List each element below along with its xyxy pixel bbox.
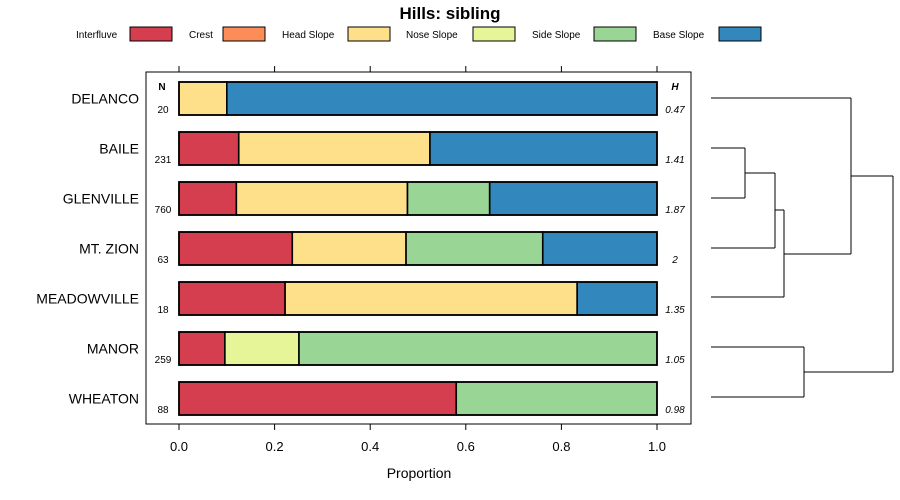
bar-segment-side-slope bbox=[298, 331, 658, 366]
row-label: GLENVILLE bbox=[63, 191, 139, 207]
bar-segment-head-slope bbox=[291, 231, 407, 266]
x-tick-label: 0.8 bbox=[552, 439, 570, 454]
row-label: DELANCO bbox=[71, 91, 139, 107]
bar-segment-base-slope bbox=[429, 131, 658, 166]
row-label: WHEATON bbox=[69, 391, 139, 407]
legend: Interfluve Crest Head Slope Nose Slope Side … bbox=[76, 26, 762, 42]
row-label: MT. ZION bbox=[79, 241, 139, 257]
legend-label-base-slope: Base Slope bbox=[653, 30, 705, 41]
plot-frame bbox=[145, 71, 692, 425]
bar-row-meadowville: MEADOWVILLE 18 1.35 bbox=[36, 281, 685, 316]
n-header: N bbox=[158, 82, 165, 93]
x-tick-label: 0.4 bbox=[361, 439, 379, 454]
bar-outline bbox=[178, 81, 658, 116]
bar-segment-head-slope bbox=[235, 181, 409, 216]
legend-swatch-crest bbox=[222, 26, 266, 42]
h-value: 1.35 bbox=[665, 305, 685, 316]
bar-rows: DELANCO 20 0.47 BAILE 231 1.41 GLENVILLE 760 1.8… bbox=[36, 81, 685, 416]
n-value: 231 bbox=[155, 155, 172, 166]
bar-segment-base-slope bbox=[226, 81, 658, 116]
bar-outline bbox=[178, 131, 658, 166]
x-tick-label: 1.0 bbox=[648, 439, 666, 454]
legend-swatch-nose-slope bbox=[472, 26, 516, 42]
bar-segment-head-slope bbox=[237, 131, 431, 166]
bar-row-wheaton: WHEATON 88 0.98 bbox=[69, 381, 685, 416]
bar-segment-side-slope bbox=[405, 231, 544, 266]
bar-segment-base-slope bbox=[541, 231, 658, 266]
bar-segment-base-slope bbox=[576, 281, 658, 316]
n-value: 20 bbox=[157, 105, 169, 116]
bar-segment-head-slope bbox=[284, 281, 578, 316]
n-value: 259 bbox=[155, 355, 172, 366]
bar-segment-base-slope bbox=[488, 181, 658, 216]
bar-outline bbox=[178, 281, 658, 316]
x-axis-label: Proportion bbox=[387, 465, 452, 481]
bar-segment-interfluve bbox=[178, 381, 458, 416]
h-value: 2 bbox=[671, 255, 678, 266]
h-value: 1.05 bbox=[665, 355, 685, 366]
bar-outline bbox=[178, 181, 658, 216]
bar-row-mt-zion: MT. ZION 63 2 bbox=[79, 231, 678, 266]
legend-swatch-side-slope bbox=[593, 26, 637, 42]
bar-segment-interfluve bbox=[178, 281, 286, 316]
bar-segment-side-slope bbox=[455, 381, 658, 416]
n-value: 63 bbox=[157, 255, 169, 266]
bar-outline bbox=[178, 331, 658, 366]
x-tick-label: 0.2 bbox=[266, 439, 284, 454]
bar-segment-interfluve bbox=[178, 131, 240, 166]
bar-outline bbox=[178, 231, 658, 266]
legend-swatch-interfluve bbox=[129, 26, 173, 42]
bar-segment-head-slope bbox=[178, 81, 228, 116]
n-value: 760 bbox=[155, 205, 172, 216]
n-value: 88 bbox=[157, 405, 169, 416]
legend-label-crest: Crest bbox=[189, 30, 213, 41]
bar-segment-nose-slope bbox=[224, 331, 300, 366]
row-label: MANOR bbox=[87, 341, 139, 357]
bar-row-manor: MANOR 259 1.05 bbox=[87, 331, 685, 366]
bar-row-delanco: DELANCO 20 0.47 bbox=[71, 81, 685, 116]
h-value: 1.41 bbox=[665, 155, 684, 166]
legend-label-side-slope: Side Slope bbox=[532, 30, 581, 41]
bar-outline bbox=[178, 381, 658, 416]
bar-segment-interfluve bbox=[178, 181, 238, 216]
bar-segment-interfluve bbox=[178, 331, 226, 366]
h-value: 0.47 bbox=[665, 105, 685, 116]
bar-segment-interfluve bbox=[178, 231, 294, 266]
x-tick-label: 0.0 bbox=[170, 439, 188, 454]
legend-swatch-head-slope bbox=[347, 26, 391, 42]
bar-row-glenville: GLENVILLE 760 1.87 bbox=[63, 181, 685, 216]
legend-label-nose-slope: Nose Slope bbox=[406, 30, 458, 41]
n-value: 18 bbox=[157, 305, 169, 316]
h-value: 1.87 bbox=[665, 205, 685, 216]
bar-segment-side-slope bbox=[406, 181, 491, 216]
chart-title: Hills: sibling bbox=[399, 4, 500, 23]
legend-label-head-slope: Head Slope bbox=[282, 30, 335, 41]
h-value: 0.98 bbox=[665, 405, 685, 416]
x-tick-label: 0.6 bbox=[457, 439, 475, 454]
dendrogram bbox=[711, 97, 894, 398]
legend-swatch-base-slope bbox=[718, 26, 762, 42]
row-label: MEADOWVILLE bbox=[36, 291, 139, 307]
h-header: H bbox=[671, 82, 679, 93]
x-axis: 0.0 0.2 0.4 0.6 0.8 1.0 bbox=[170, 66, 666, 454]
legend-label-interfluve: Interfluve bbox=[76, 30, 118, 41]
bar-row-baile: BAILE 231 1.41 bbox=[99, 131, 685, 166]
row-label: BAILE bbox=[99, 141, 139, 157]
